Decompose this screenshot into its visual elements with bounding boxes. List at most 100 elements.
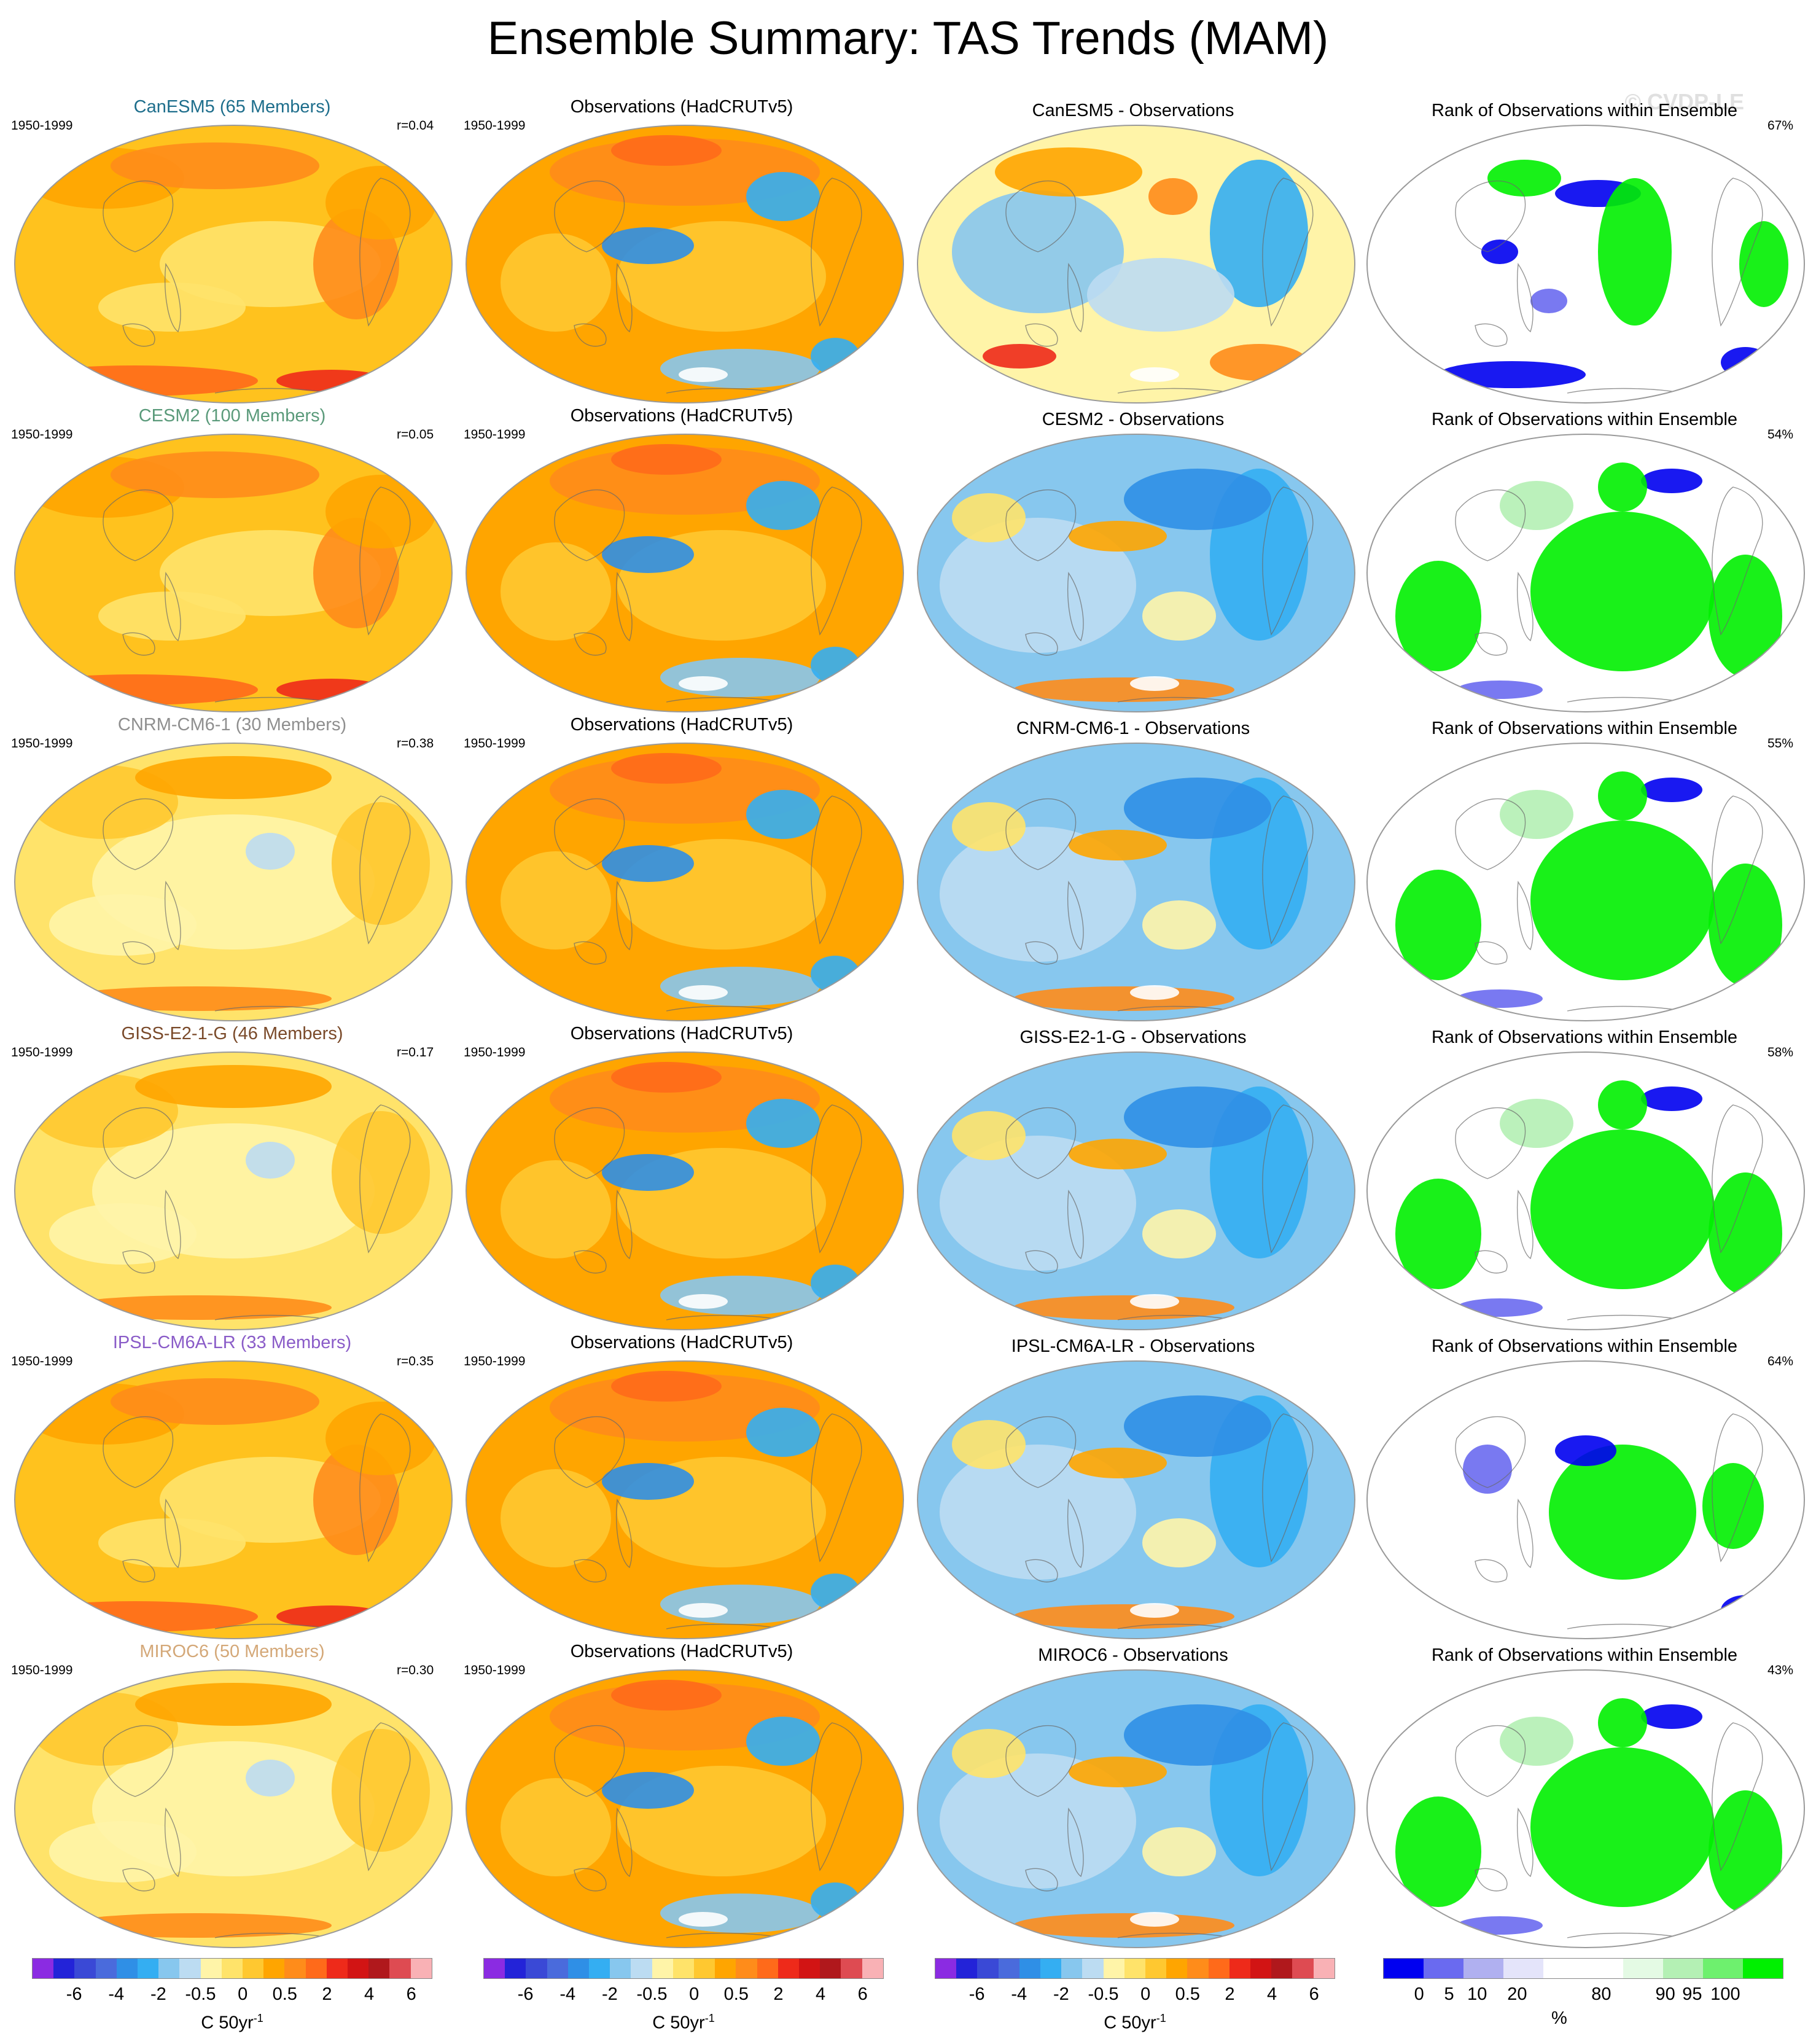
colorbar-swatch	[484, 1959, 505, 1978]
period-label: 1950-1999	[464, 1354, 526, 1368]
obs-panel-title: Observations (HadCRUTv5)	[570, 715, 793, 735]
colorbar-swatch	[1124, 1959, 1146, 1978]
colorbar-swatch	[799, 1959, 820, 1978]
colorbar-swatch	[935, 1959, 957, 1978]
rank-percent-label: 54%	[1767, 427, 1794, 442]
colorbar-unit-label: %	[1551, 2008, 1567, 2028]
colorbar-swatch	[977, 1959, 999, 1978]
difference-panel-title: CanESM5 - Observations	[1032, 101, 1234, 120]
colorbar-unit-label: C 50yr-1	[201, 2007, 263, 2034]
colorbar-tick-label: 95	[1682, 1984, 1702, 2004]
colorbar-swatch	[589, 1959, 610, 1978]
colorbar-swatch	[1229, 1959, 1251, 1978]
colorbar-swatch	[33, 1959, 54, 1978]
colorbar-swatch	[1543, 1959, 1583, 1978]
obs-panel-title: Observations (HadCRUTv5)	[570, 1642, 793, 1661]
rank-colorbar	[1383, 1958, 1783, 1979]
rank-percent-label: 43%	[1767, 1663, 1794, 1677]
period-label: 1950-1999	[464, 1045, 526, 1059]
temperature-colorbar	[32, 1958, 432, 1979]
colorbar-tick-label: 20	[1507, 1984, 1527, 2004]
obs-panel-title: Observations (HadCRUTv5)	[570, 1333, 793, 1352]
colorbar-swatch	[348, 1959, 369, 1978]
colorbar-tick-label: -6	[517, 1984, 534, 2004]
obs-trend-map	[464, 1359, 906, 1641]
colorbar-tick-label: 6	[406, 1984, 416, 2004]
difference-panel-title: CNRM-CM6-1 - Observations	[1016, 719, 1250, 738]
obs-trend-map	[464, 1050, 906, 1332]
colorbar-tick-label: 100	[1710, 1984, 1740, 2004]
colorbar-swatch	[116, 1959, 138, 1978]
colorbar-swatch	[179, 1959, 201, 1978]
rank-map	[1365, 123, 1807, 405]
obs-trend-map	[464, 432, 906, 714]
colorbar-tick-label: 2	[322, 1984, 332, 2004]
colorbar-swatch	[1703, 1959, 1743, 1978]
rank-panel-title: Rank of Observations within Ensemble	[1431, 1645, 1738, 1665]
colorbar-swatch	[1623, 1959, 1663, 1978]
colorbar-swatch	[1040, 1959, 1062, 1978]
colorbar-swatch	[389, 1959, 411, 1978]
colorbar-tick-label: 4	[364, 1984, 375, 2004]
model-trend-map	[12, 1359, 454, 1641]
rank-panel-title: Rank of Observations within Ensemble	[1431, 1336, 1738, 1356]
colorbar-swatch	[547, 1959, 568, 1978]
unit-text: C 50yr	[1104, 2013, 1156, 2033]
model-panel-title: CNRM-CM6-1 (30 Members)	[117, 715, 347, 735]
watermark-text: © CVDP-LE	[1624, 89, 1744, 114]
colorbar-swatch	[263, 1959, 285, 1978]
difference-map	[915, 123, 1357, 405]
colorbar-swatch	[1082, 1959, 1104, 1978]
colorbar-swatch	[1166, 1959, 1188, 1978]
colorbar-swatch	[74, 1959, 96, 1978]
rank-map	[1365, 1668, 1807, 1950]
model-panel-title: CESM2 (100 Members)	[138, 406, 326, 426]
pattern-correlation-label: r=0.38	[397, 736, 434, 751]
colorbar-tick-label: 0.5	[1175, 1984, 1200, 2004]
colorbar-swatch	[1208, 1959, 1230, 1978]
colorbar-swatch	[672, 1959, 695, 1978]
colorbar-swatch	[53, 1959, 75, 1978]
period-label: 1950-1999	[11, 1354, 73, 1368]
colorbar-swatch	[820, 1959, 841, 1978]
colorbar-tick-label: -4	[1011, 1984, 1027, 2004]
obs-panel-title: Observations (HadCRUTv5)	[570, 1024, 793, 1043]
model-panel-title: GISS-E2-1-G (46 Members)	[121, 1024, 343, 1043]
model-trend-map	[12, 1668, 454, 1950]
colorbar-swatch	[862, 1959, 883, 1978]
difference-panel-title: CESM2 - Observations	[1042, 410, 1225, 429]
colorbar-swatch	[368, 1959, 390, 1978]
pattern-correlation-label: r=0.35	[397, 1354, 434, 1368]
rank-percent-label: 55%	[1767, 736, 1794, 751]
colorbar-swatch	[95, 1959, 117, 1978]
colorbar-swatch	[631, 1959, 652, 1978]
colorbar-swatch	[1313, 1959, 1335, 1978]
colorbar-swatch	[1292, 1959, 1314, 1978]
rank-map	[1365, 432, 1807, 714]
colorbar-swatch	[841, 1959, 862, 1978]
rank-panel-title: Rank of Observations within Ensemble	[1431, 101, 1738, 120]
model-trend-map	[12, 1050, 454, 1332]
period-label: 1950-1999	[464, 736, 526, 751]
colorbar-swatch	[305, 1959, 327, 1978]
colorbar-swatch	[243, 1959, 264, 1978]
period-label: 1950-1999	[11, 1663, 73, 1677]
unit-text: C 50yr	[652, 2013, 705, 2033]
rank-panel-title: Rank of Observations within Ensemble	[1431, 410, 1738, 429]
colorbar-tick-label: 2	[773, 1984, 784, 2004]
colorbar-tick-label: -0.5	[185, 1984, 216, 2004]
colorbar-swatch	[998, 1959, 1019, 1978]
difference-panel-title: MIROC6 - Observations	[1038, 1645, 1228, 1665]
colorbar-swatch	[1463, 1959, 1503, 1978]
colorbar-tick-label: -2	[1053, 1984, 1069, 2004]
colorbar-tick-label: 0	[238, 1984, 248, 2004]
colorbar-tick-label: -6	[968, 1984, 985, 2004]
colorbar-swatch	[284, 1959, 306, 1978]
rank-map	[1365, 1050, 1807, 1332]
difference-map	[915, 1668, 1357, 1950]
colorbar-tick-label: 5	[1444, 1984, 1454, 2004]
obs-trend-map	[464, 123, 906, 405]
period-label: 1950-1999	[11, 1045, 73, 1059]
model-trend-map	[12, 432, 454, 714]
colorbar-tick-label: 0.5	[723, 1984, 749, 2004]
